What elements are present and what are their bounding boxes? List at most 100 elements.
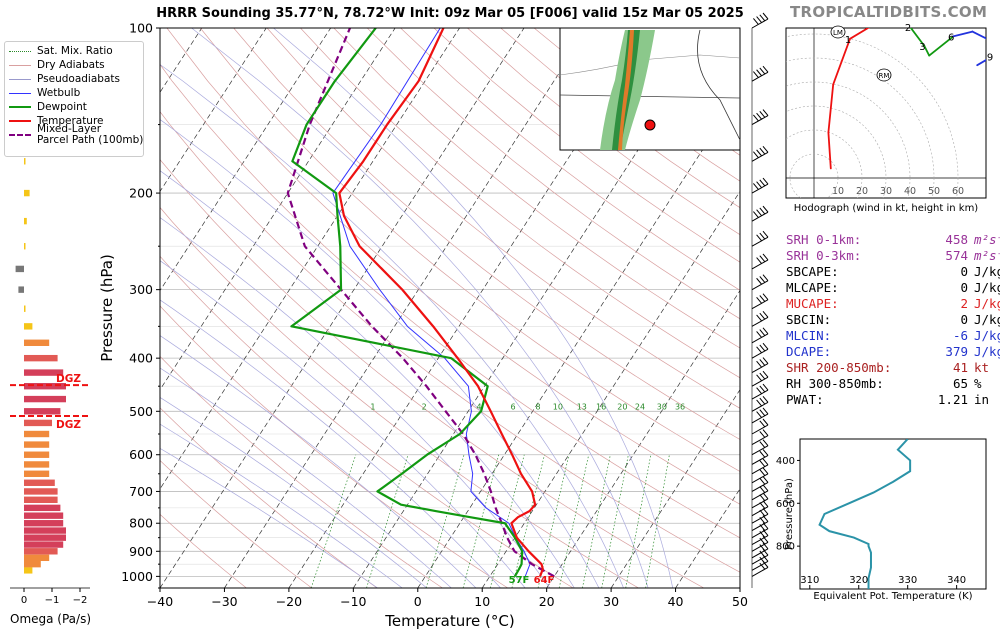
- x-tick-label: 30: [603, 594, 619, 609]
- index-row: SHR 200-850mb: 41 kt: [786, 360, 1000, 376]
- omega-bar: [24, 441, 50, 448]
- dry-adiabat-line: [166, 28, 740, 505]
- barb-staff: [751, 299, 769, 310]
- index-value: 0: [960, 280, 968, 295]
- omega-bar: [24, 430, 50, 438]
- barb-staff: [751, 481, 769, 492]
- wind-barb: [751, 407, 769, 424]
- barb-flag: [759, 67, 766, 75]
- barb-flag: [756, 277, 762, 285]
- dry-adiabat-line: [160, 206, 639, 588]
- barb-flag: [756, 16, 762, 23]
- mixing-ratio-label: 1: [370, 402, 375, 411]
- barb-flag: [756, 181, 762, 188]
- skewt-background-lines: 1 2 4 6 8 10 13 16 20 24 30 36: [160, 28, 740, 588]
- barb-flag: [762, 177, 769, 185]
- isotherm-line: [160, 28, 396, 391]
- legend: Sat. Mix. Ratio Dry Adiabats Pseudoadiabat…: [4, 41, 144, 157]
- hodo-ring-label: 20: [856, 186, 868, 197]
- omega-bar: [24, 451, 50, 458]
- mixing-ratio-line: [582, 454, 611, 588]
- barb-flag: [759, 450, 766, 458]
- legend-item: Dewpoint: [9, 100, 87, 114]
- barb-flag: [762, 458, 769, 466]
- wind-barb: [751, 542, 769, 559]
- legend-item: Sat. Mix. Ratio: [9, 44, 113, 58]
- barb-flag: [759, 494, 766, 501]
- hodo-height-label: 2: [905, 23, 911, 34]
- hodo-marker-ring: [876, 68, 892, 82]
- barb-flag: [762, 542, 769, 550]
- dgz-label: DGZ: [56, 373, 81, 385]
- wind-barb: [751, 439, 769, 456]
- index-unit: J/kg: [974, 328, 1000, 343]
- wind-barb: [751, 177, 769, 194]
- hodo-trace-segment: [849, 28, 870, 40]
- hodo-marker-label: RM: [879, 72, 890, 80]
- barb-flag: [759, 420, 766, 428]
- index-row: RH 300-850mb: 65%: [786, 376, 1000, 392]
- hodo-ring: [786, 105, 887, 198]
- theta-x-tick-label: 320: [849, 575, 868, 586]
- theta-frame: [799, 438, 987, 590]
- barb-flag: [759, 312, 766, 320]
- hodo-trace-segment: [832, 37, 851, 86]
- brand-watermark: TROPICALTIDBITS.COM: [790, 3, 988, 21]
- barb-flag: [753, 71, 759, 78]
- barb-flag: [759, 431, 766, 438]
- barb-flag: [762, 370, 769, 378]
- omega-bar: [24, 408, 61, 415]
- index-row: DCAPE: 379 J/kg: [786, 344, 1000, 360]
- wind-barb: [751, 507, 769, 524]
- barb-staff: [751, 513, 769, 524]
- barb-flag: [762, 383, 769, 391]
- barb-flag: [759, 207, 766, 215]
- barb-flag: [756, 112, 762, 120]
- barb-flag: [762, 12, 769, 20]
- hodo-ring-label: 50: [928, 186, 940, 197]
- barb-staff: [751, 413, 769, 424]
- barb-flag: [756, 346, 762, 354]
- omega-bar: [15, 265, 24, 273]
- barb-staff: [751, 333, 769, 344]
- wind-barb: [751, 370, 769, 387]
- index-value: 458: [945, 232, 968, 247]
- map-precip-orange: [618, 30, 634, 150]
- location-marker: [644, 119, 656, 131]
- legend-swatch: [9, 78, 31, 80]
- hodo-ring: [786, 81, 911, 198]
- barb-staff: [751, 401, 769, 412]
- pseudoadiabat-line: [160, 299, 501, 588]
- barb-flag: [753, 183, 759, 190]
- legend-item: Pseudoadiabats: [9, 72, 120, 86]
- barb-staff: [751, 376, 769, 387]
- omega-bar: [24, 419, 52, 427]
- x-tick-label: −40: [147, 594, 173, 609]
- barb-flag: [762, 327, 769, 335]
- dry-adiabat-line: [233, 28, 740, 440]
- index-label: SBCAPE:: [786, 264, 839, 279]
- dry-adiabat-line: [266, 28, 740, 409]
- wind-barb: [751, 109, 769, 126]
- dry-adiabat-line: [200, 28, 740, 472]
- wind-barb: [751, 357, 769, 374]
- wind-barb: [751, 429, 769, 446]
- omega-bar: [24, 369, 64, 376]
- omega-tick-label: 0: [21, 595, 27, 606]
- mixing-ratio-label: 8: [535, 402, 540, 411]
- barb-flag: [762, 230, 769, 238]
- dry-adiabat-line: [160, 255, 574, 588]
- barb-flag: [759, 385, 766, 393]
- wind-barb: [751, 395, 769, 412]
- barb-staff: [751, 528, 769, 539]
- legend-label: Sat. Mix. Ratio: [37, 44, 113, 57]
- wind-barb: [751, 515, 769, 532]
- wetbulb-trace: [332, 28, 531, 577]
- omega-bar: [24, 395, 66, 403]
- omega-bar: [24, 504, 61, 512]
- wind-barbs: [751, 12, 769, 588]
- map-state-border: [559, 94, 741, 99]
- omega-bar: [24, 560, 41, 568]
- wind-barb: [751, 522, 769, 539]
- dry-adiabat-line: [433, 28, 740, 263]
